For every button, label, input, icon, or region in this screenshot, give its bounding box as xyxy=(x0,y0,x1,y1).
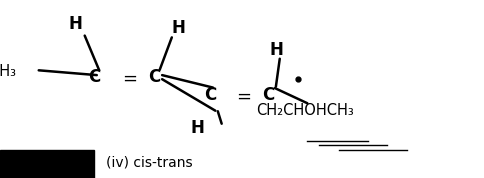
Text: H: H xyxy=(270,41,284,59)
Text: C: C xyxy=(262,86,274,104)
Bar xyxy=(0,150,94,178)
Text: CH₃: CH₃ xyxy=(0,64,16,79)
Text: C: C xyxy=(88,68,101,87)
Text: =: = xyxy=(236,88,251,106)
Text: C: C xyxy=(148,68,160,87)
Text: CH₂CHOHCH₃: CH₂CHOHCH₃ xyxy=(256,103,354,118)
Text: =: = xyxy=(122,70,137,88)
Text: H: H xyxy=(191,119,204,137)
Text: H: H xyxy=(68,15,82,33)
Text: C: C xyxy=(204,86,217,104)
Text: (iv) cis-trans: (iv) cis-trans xyxy=(106,156,193,170)
Text: H: H xyxy=(171,19,185,37)
